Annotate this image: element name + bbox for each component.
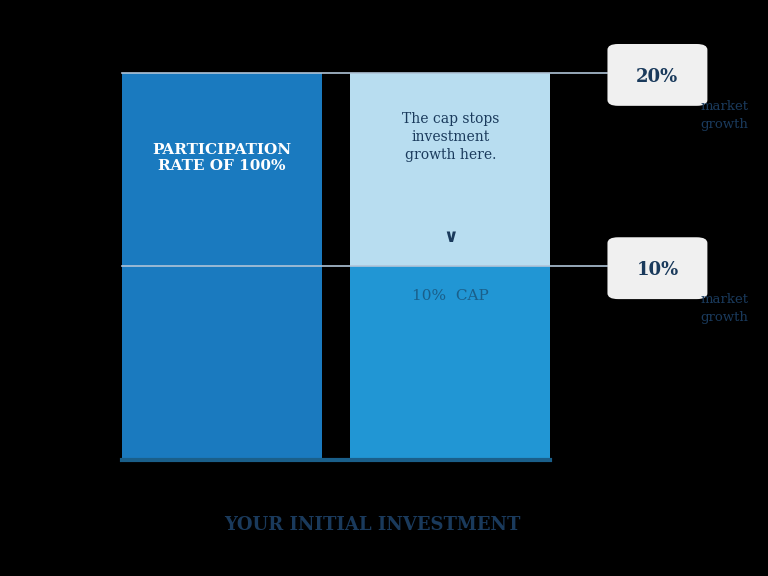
FancyBboxPatch shape	[122, 73, 322, 460]
Text: 10%  CAP: 10% CAP	[412, 290, 488, 304]
Text: 10%: 10%	[637, 261, 679, 279]
Text: YOUR INITIAL INVESTMENT: YOUR INITIAL INVESTMENT	[223, 516, 520, 534]
Text: PARTICIPATION
RATE OF 100%: PARTICIPATION RATE OF 100%	[152, 142, 292, 173]
Text: The cap stops
investment
growth here.: The cap stops investment growth here.	[402, 112, 499, 162]
Text: 20%: 20%	[637, 68, 679, 86]
FancyBboxPatch shape	[350, 266, 551, 460]
FancyBboxPatch shape	[607, 44, 707, 106]
FancyBboxPatch shape	[350, 73, 551, 266]
Text: ∨: ∨	[443, 228, 458, 245]
Text: market
growth: market growth	[700, 293, 748, 324]
FancyBboxPatch shape	[607, 237, 707, 299]
Text: market
growth: market growth	[700, 100, 748, 131]
